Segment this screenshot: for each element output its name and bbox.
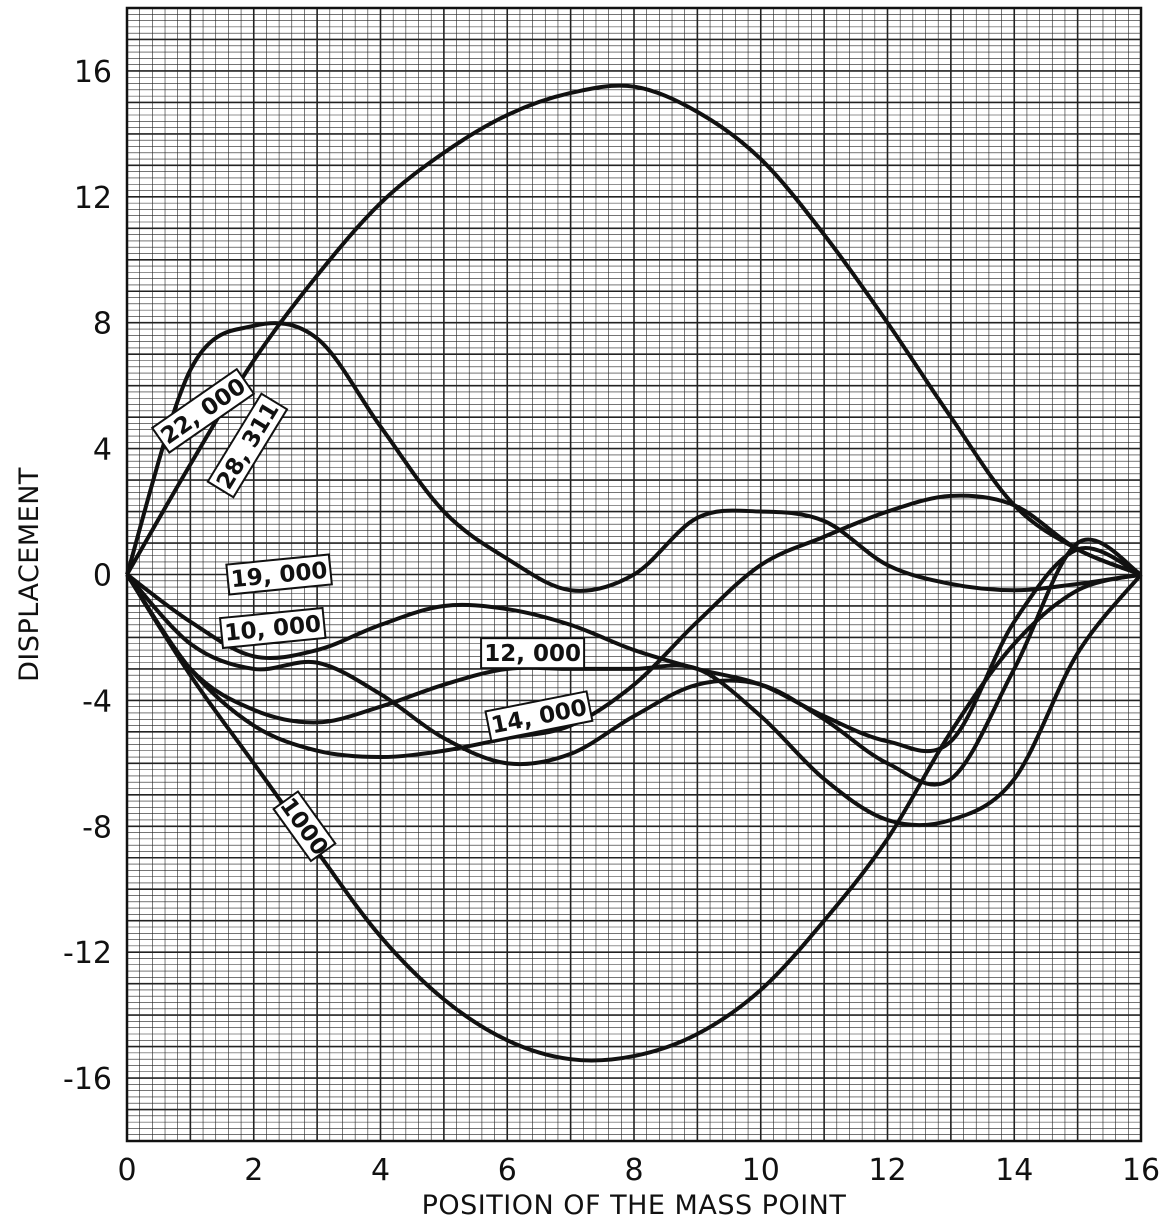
curve-label-box	[218, 606, 327, 650]
curve-label-box	[272, 790, 337, 863]
x-tick-label: 0	[117, 1153, 136, 1188]
x-tick-label: 4	[371, 1153, 390, 1188]
x-tick-label: 10	[742, 1153, 780, 1188]
curve-label-box	[484, 690, 594, 743]
curve-label-box	[225, 553, 333, 596]
curve-28311	[125, 83, 1142, 577]
y-tick-label: 4	[93, 433, 112, 468]
curve-10000	[125, 537, 1143, 787]
y-tick-label: 12	[74, 181, 112, 216]
y-tick-label: -12	[63, 936, 112, 971]
y-tick-label: -8	[82, 810, 112, 845]
y-tick-label: 0	[93, 559, 112, 594]
x-tick-labels: 0 2 4 6 8 10 12 14 16	[117, 1153, 1160, 1188]
x-axis-title: POSITION OF THE MASS POINT	[422, 1190, 847, 1221]
x-tick-label: 2	[244, 1153, 263, 1188]
x-tick-label: 14	[995, 1153, 1033, 1188]
x-tick-label: 6	[498, 1153, 517, 1188]
y-tick-label: 8	[93, 307, 112, 342]
curve-label-box	[150, 367, 256, 454]
curve-label-box	[206, 392, 289, 499]
y-tick-label: -4	[82, 684, 112, 719]
curve-label-text: 12, 000	[484, 641, 581, 667]
x-tick-label: 8	[624, 1153, 643, 1188]
x-tick-label: 16	[1122, 1153, 1160, 1188]
y-axis-title: DISPLACEMENT	[14, 467, 45, 682]
curve-22000	[125, 321, 1142, 593]
curve-label-box	[480, 637, 586, 670]
curve-14000	[125, 493, 1142, 760]
curve-label-10000: 10, 000	[218, 606, 327, 650]
curve-label-19000: 19, 000	[225, 553, 333, 596]
x-tick-label: 12	[868, 1153, 906, 1188]
curve-label-12000: 12, 000	[480, 637, 586, 670]
curve-12000	[125, 573, 1143, 828]
y-tick-label: 16	[74, 55, 112, 90]
y-tick-labels: 16 12 8 4 0 -4 -8 -12 -16	[63, 55, 112, 1097]
y-tick-label: -16	[63, 1062, 112, 1097]
